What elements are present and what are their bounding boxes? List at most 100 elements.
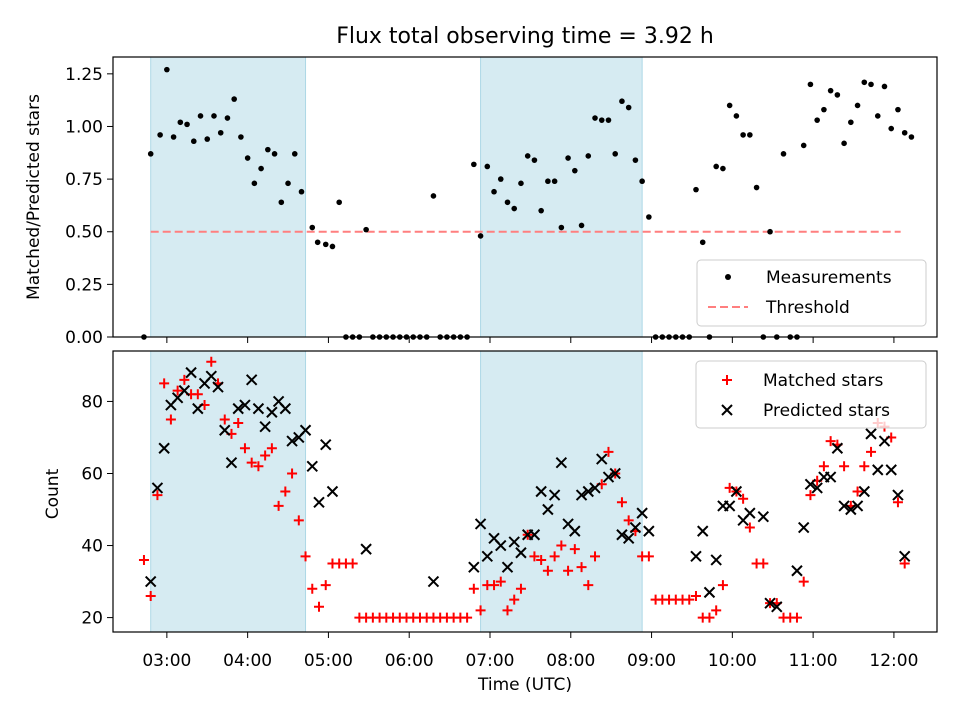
matched-star-point (347, 558, 358, 569)
top-y-tick-label: 0.25 (65, 275, 103, 295)
predicted-star-point (771, 601, 783, 613)
measurement-point (157, 132, 163, 138)
measurement-point (572, 167, 578, 174)
predicted-star-point (575, 489, 588, 501)
measurement-point (605, 117, 612, 123)
measurement-point (309, 224, 316, 231)
predicted-star-point (360, 543, 372, 555)
measurement-point (619, 98, 625, 105)
matched-star-point (738, 493, 749, 504)
predicted-star-point (582, 485, 594, 498)
matched-star-point (502, 605, 513, 616)
measurement-point (430, 193, 437, 199)
predicted-star-point (878, 435, 891, 447)
legend-threshold-label: Threshold (765, 298, 850, 318)
matched-star-point (590, 551, 601, 562)
measurement-point (726, 102, 733, 109)
matched-star-point (603, 446, 614, 457)
measurement-point (204, 136, 211, 142)
bottom-y-tick-label: 40 (81, 537, 103, 557)
predicted-star-point (569, 525, 581, 537)
predicted-star-point (495, 539, 507, 552)
predicted-star-point (212, 381, 224, 393)
shaded-interval (480, 351, 643, 632)
matched-star-point (219, 414, 230, 425)
measurement-point (585, 153, 592, 159)
matched-star-point (852, 486, 863, 497)
bottom-legend: Matched stars Predicted stars (695, 360, 927, 429)
predicted-star-point (158, 442, 170, 454)
matched-star-point (549, 551, 560, 562)
x-tick-label: 09:00 (627, 651, 676, 671)
predicted-star-point (306, 460, 318, 472)
matched-star-point (583, 580, 594, 591)
predicted-star-point (602, 471, 615, 483)
predicted-star-point (858, 485, 871, 498)
measurement-point (471, 161, 477, 168)
legend-measurements-label: Measurements (766, 268, 892, 288)
matched-star-point (866, 446, 877, 457)
x-tick-label: 11:00 (789, 651, 838, 671)
predicted-star-point (703, 586, 716, 599)
matched-star-point (462, 612, 473, 623)
matched-star-point (287, 468, 298, 479)
x-axis-label: Time (UTC) (477, 675, 572, 695)
matched-star-point (293, 515, 304, 526)
predicted-star-point (151, 482, 164, 494)
matched-star-point (206, 356, 217, 367)
measurement-point (197, 113, 204, 119)
predicted-star-point (320, 438, 332, 451)
bottom-y-axis-label: Count (43, 468, 63, 519)
measurement-point (699, 239, 706, 246)
chart-title: Flux total observing time = 3.92 h (336, 24, 714, 49)
predicted-star-point (596, 453, 608, 465)
predicted-star-point (609, 467, 621, 480)
measurement-point (524, 153, 531, 159)
measurement-point (497, 176, 504, 182)
predicted-star-point (831, 442, 844, 454)
predicted-star-point (192, 402, 204, 415)
legend-predicted-label: Predicted stars (763, 401, 890, 421)
measurement-point (363, 226, 369, 233)
measurement-point (848, 119, 854, 126)
matched-star-point (280, 486, 291, 497)
bottom-y-tick-label: 20 (81, 609, 103, 629)
predicted-star-point (555, 456, 568, 469)
predicted-star-point (178, 384, 191, 397)
predicted-star-point (225, 456, 238, 469)
matched-star-point (623, 515, 634, 526)
measurement-point (646, 214, 652, 220)
legend-matched-marker (722, 375, 732, 385)
shaded-interval (150, 57, 306, 337)
matched-star-point (509, 594, 520, 605)
measurement-point (874, 113, 881, 119)
predicted-star-point (744, 507, 756, 519)
bottom-y-tick-label: 60 (81, 464, 103, 484)
matched-star-point (320, 580, 331, 591)
measurement-point (841, 140, 847, 147)
matched-star-point (684, 594, 695, 605)
matched-star-point (165, 414, 176, 425)
predicted-star-point (892, 489, 904, 501)
matched-star-point (475, 605, 486, 616)
predicted-star-point (811, 482, 823, 494)
measurement-point (336, 199, 342, 206)
predicted-star-point (259, 420, 271, 433)
measurement-point (551, 178, 558, 185)
matched-star-point (172, 385, 183, 396)
matched-star-point (576, 562, 587, 573)
matched-star-point (179, 374, 190, 385)
measurement-point (177, 119, 184, 126)
predicted-star-point (757, 511, 770, 523)
measurement-point (807, 81, 814, 88)
measurement-point (888, 125, 895, 132)
matched-star-point (616, 497, 627, 508)
matched-star-point (818, 461, 829, 472)
predicted-star-point (690, 550, 702, 563)
matched-star-point (704, 612, 715, 623)
predicted-star-point (501, 561, 514, 573)
measurement-point (740, 132, 746, 138)
top-y-axis-label: Matched/Predicted stars (24, 94, 44, 300)
top-y-tick-label: 0.75 (65, 170, 103, 190)
